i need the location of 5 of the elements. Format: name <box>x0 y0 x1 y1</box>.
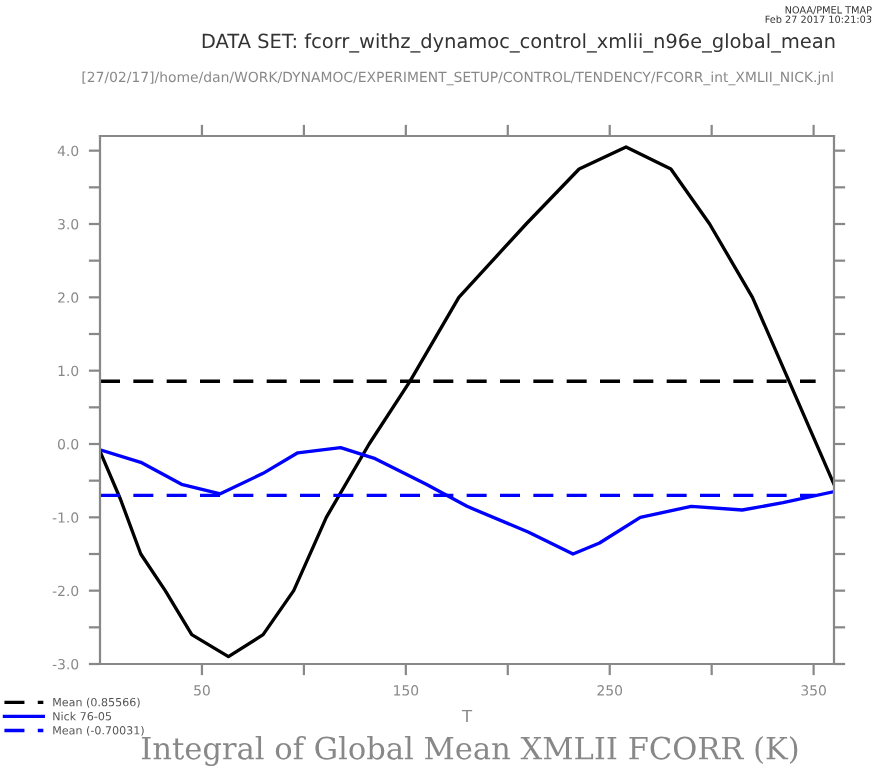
line-series <box>100 446 834 556</box>
chart-title: DATA SET: fcorr_withz_dynamoc_control_xmlii_n96e_global_mean <box>202 33 835 53</box>
line-series <box>100 145 834 659</box>
x-axis-title: T <box>461 709 473 723</box>
text: Integral of Global Mean XMLII FCORR (K) <box>141 735 798 766</box>
